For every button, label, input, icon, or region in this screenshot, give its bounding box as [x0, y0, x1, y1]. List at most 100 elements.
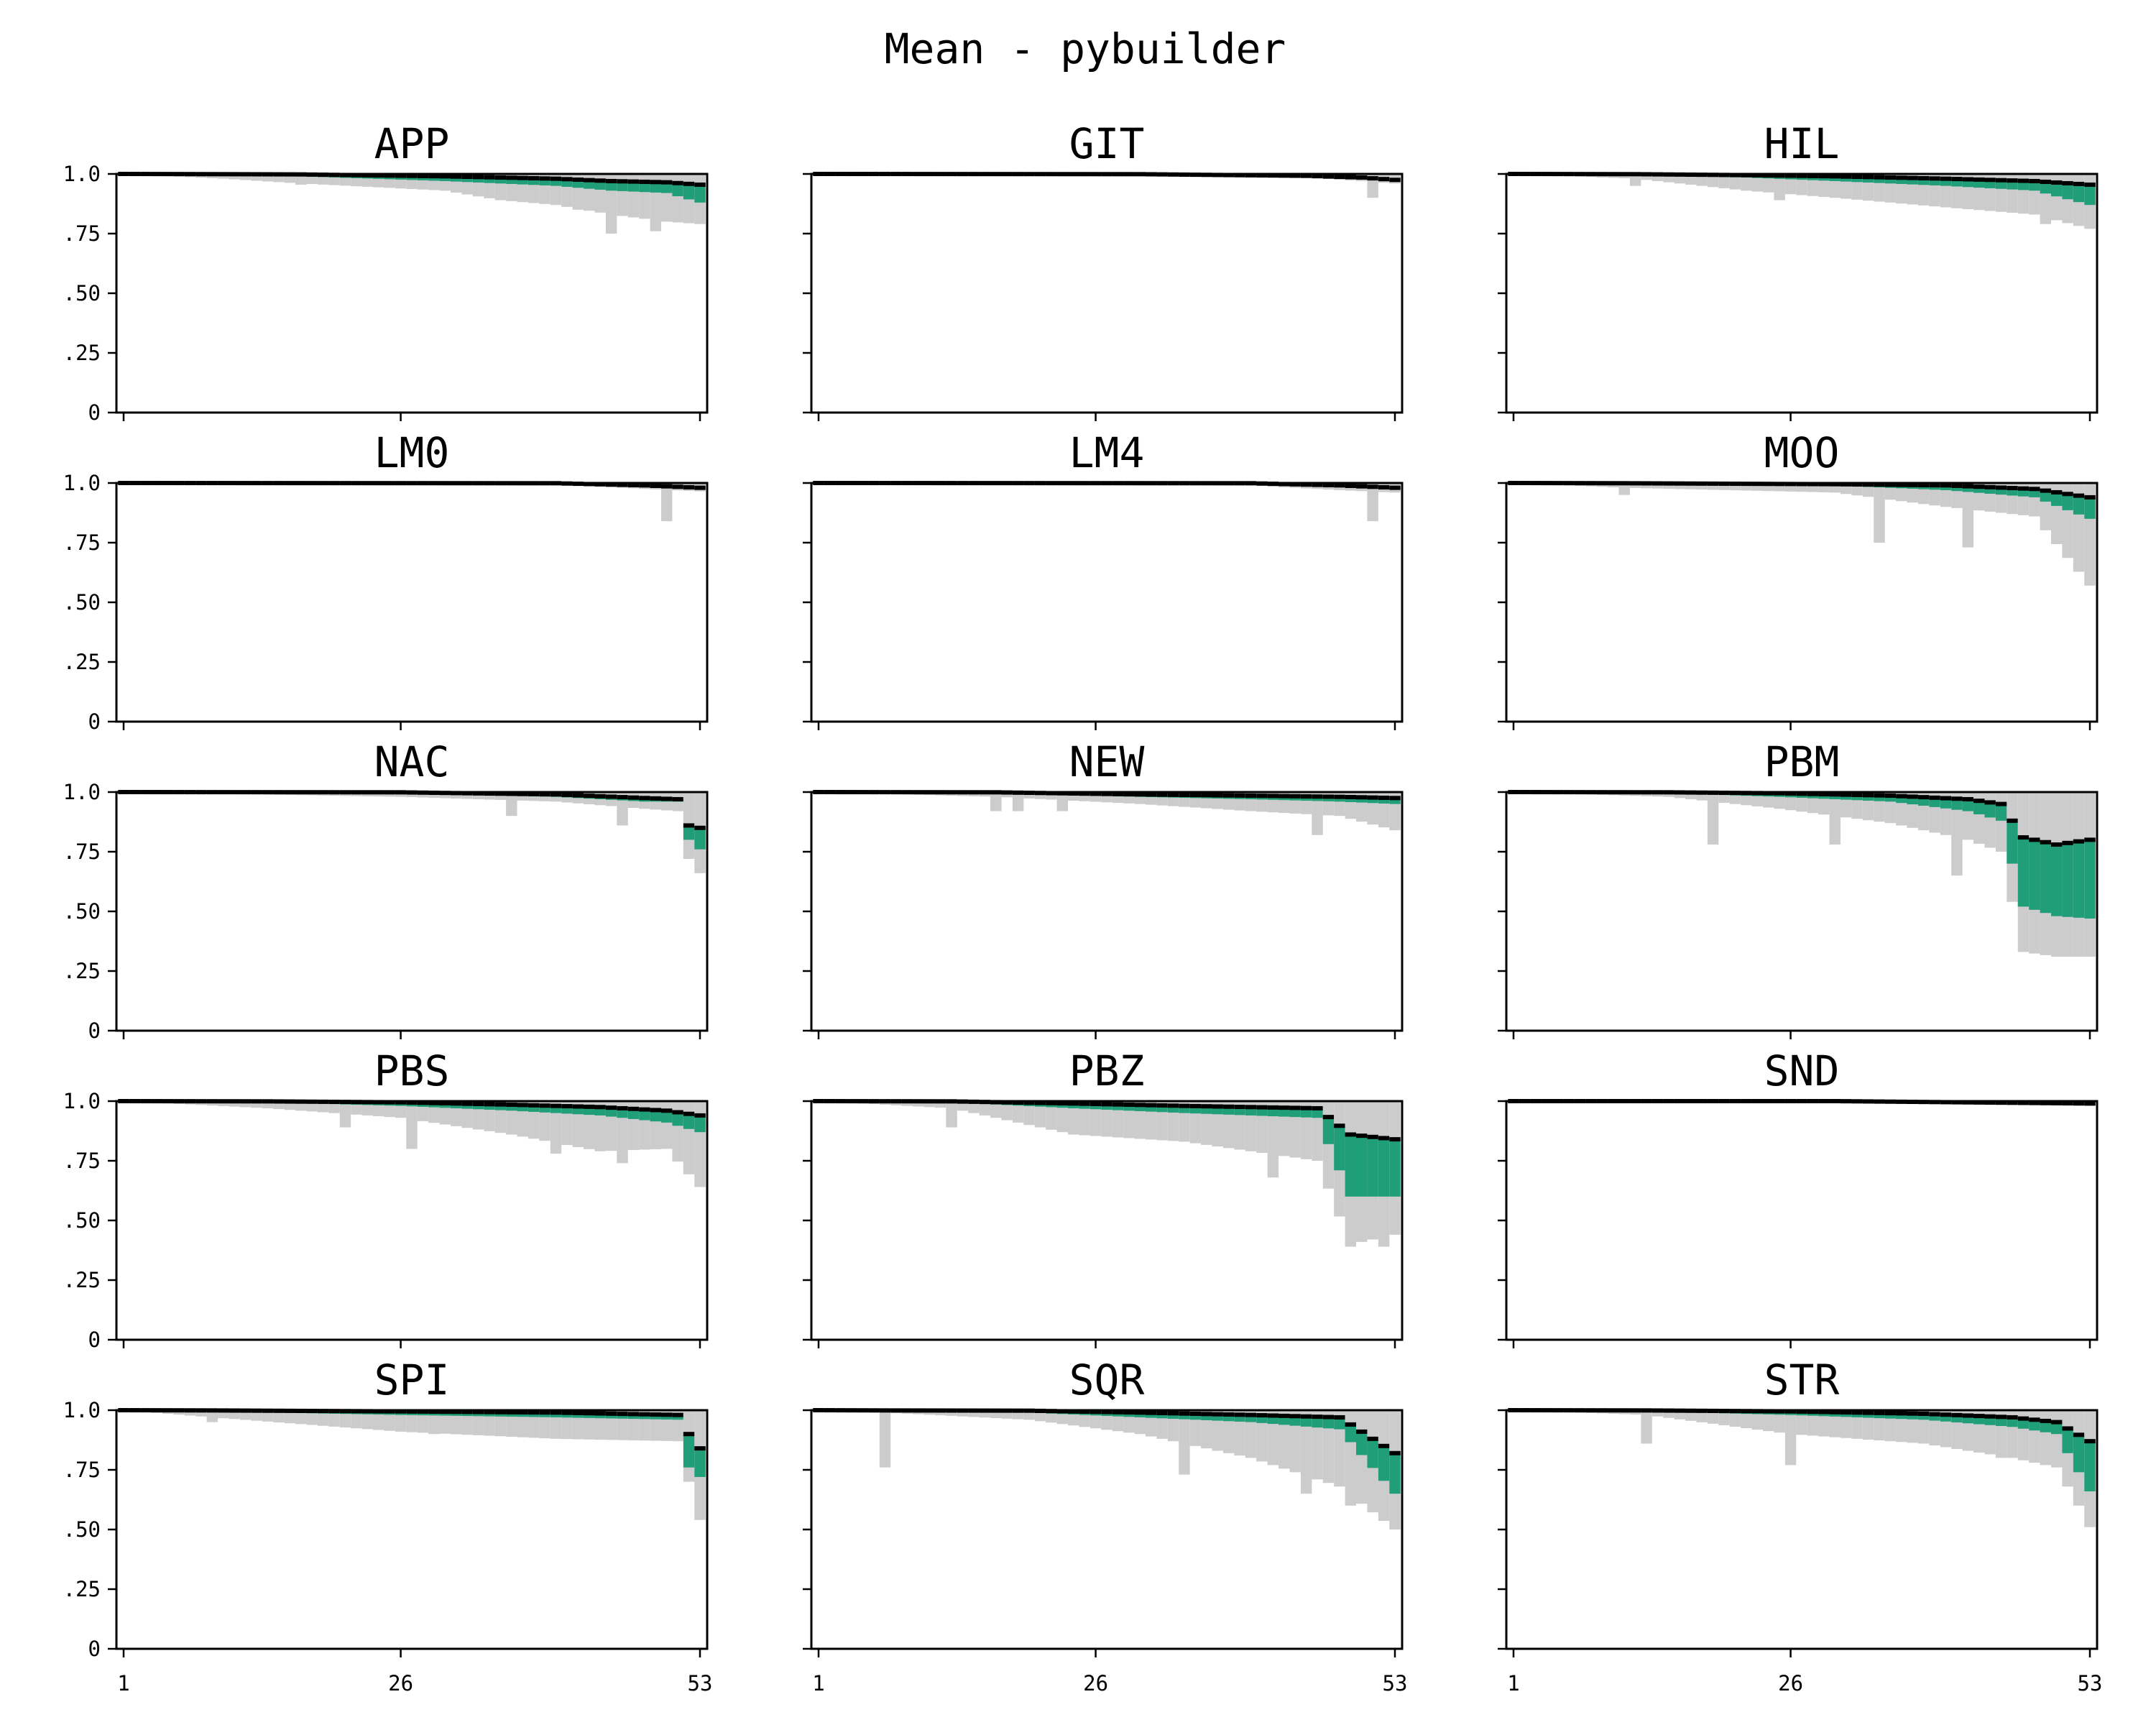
outer-band-bar — [1774, 483, 1785, 492]
mean-line-segment — [1123, 792, 1135, 797]
panel-title: SQR — [1069, 1356, 1145, 1404]
inner-band-bar — [661, 1110, 673, 1123]
inner-band-bar — [1973, 179, 1985, 188]
mean-line-segment — [1322, 1115, 1335, 1120]
mean-line-segment — [683, 181, 695, 186]
panel-lm0: LM0 0 .25 .50 .75 1.0 — [63, 428, 709, 734]
inner-band-bar — [2084, 497, 2096, 519]
mean-line-segment — [2062, 1101, 2073, 1106]
mean-line-segment — [1289, 482, 1301, 487]
outer-band-bar — [1729, 483, 1741, 491]
panel-pbz: PBZ — [803, 1046, 1404, 1348]
mean-line-segment — [1345, 483, 1357, 488]
mean-line-segment — [2084, 837, 2096, 842]
mean-line-segment — [694, 1113, 706, 1118]
mean-line-segment — [484, 1409, 495, 1414]
inner-band-bar — [1840, 794, 1852, 800]
mean-line-segment — [1300, 173, 1312, 178]
mean-line-segment — [1222, 1104, 1235, 1109]
inner-band-bar — [528, 178, 540, 185]
outer-band-bar — [1751, 483, 1764, 491]
inner-band-bar — [1167, 1105, 1179, 1113]
panel-pbs: PBS 0 .25 .50 .75 1.0 — [63, 1046, 709, 1352]
outer-band-bar — [1763, 174, 1774, 193]
inner-band-bar — [539, 178, 550, 185]
outer-band-bar — [517, 792, 528, 801]
inner-band-bar — [1322, 1117, 1335, 1144]
mean-line-segment — [1962, 1100, 1974, 1105]
mean-line-segment — [1763, 791, 1774, 796]
mean-line-segment — [1289, 1414, 1301, 1419]
outer-band-bar — [306, 1410, 318, 1425]
inner-band-bar — [2051, 492, 2063, 506]
inner-band-bar — [1134, 1412, 1146, 1417]
mean-line-segment — [1862, 1410, 1874, 1415]
outer-band-bar — [1774, 1410, 1785, 1433]
inner-band-bar — [1089, 1103, 1102, 1110]
mean-line-segment — [1034, 1100, 1046, 1105]
inner-band-bar — [2040, 1420, 2052, 1432]
mean-line-segment — [550, 792, 562, 797]
inner-band-bar — [1156, 1105, 1168, 1113]
mean-line-segment — [2040, 840, 2052, 845]
mean-line-segment — [639, 179, 650, 184]
inner-band-bar — [2029, 180, 2040, 191]
outer-band-bar — [1741, 174, 1752, 191]
inner-band-bar — [683, 1434, 695, 1468]
inner-band-bar — [1289, 1416, 1301, 1426]
mean-line-segment — [1322, 482, 1335, 487]
mean-line-segment — [672, 1110, 683, 1115]
panel-lm4: LM4 — [803, 428, 1404, 730]
inner-band-bar — [1068, 1103, 1079, 1108]
inner-band-bar — [1884, 177, 1897, 184]
outer-band-bar — [1101, 1101, 1112, 1137]
mean-line-segment — [2073, 181, 2085, 186]
inner-band-bar — [494, 177, 507, 184]
y-tick-label: .50 — [63, 1208, 101, 1233]
inner-band-bar — [450, 176, 462, 182]
mean-line-segment — [2073, 1432, 2085, 1438]
mean-line-segment — [1741, 172, 1752, 178]
outer-band-bar — [979, 1101, 991, 1116]
outer-band-bar — [550, 1101, 562, 1154]
outer-band-bar — [1674, 792, 1686, 799]
mean-line-segment — [1984, 800, 1996, 805]
outer-band-bar — [1641, 174, 1652, 180]
mean-line-segment — [1784, 1409, 1797, 1414]
mean-line-segment — [1929, 176, 1940, 181]
mean-line-segment — [594, 178, 606, 183]
inner-band-bar — [1917, 1413, 1930, 1420]
mean-line-segment — [1851, 1410, 1863, 1415]
outer-band-bar — [218, 1101, 229, 1106]
mean-line-segment — [1763, 173, 1774, 178]
outer-band-bar — [472, 1410, 484, 1435]
mean-line-segment — [1322, 1414, 1335, 1420]
outer-band-bar — [2051, 1410, 2063, 1468]
panel-title: NAC — [374, 737, 450, 786]
mean-line-segment — [517, 1409, 528, 1414]
outer-band-bar — [1951, 792, 1963, 876]
mean-line-segment — [1012, 1100, 1024, 1105]
inner-band-bar — [2007, 180, 2018, 190]
mean-line-segment — [1829, 1409, 1841, 1414]
mean-line-segment — [1378, 177, 1390, 182]
inner-band-bar — [1984, 180, 1996, 188]
mean-line-segment — [1389, 796, 1401, 801]
mean-line-segment — [1245, 1105, 1257, 1110]
mean-line-segment — [1840, 482, 1852, 487]
mean-line-segment — [1774, 173, 1785, 178]
outer-band-bar — [1001, 1101, 1013, 1121]
panel-app: APP 0 .25 .50 .75 1.0 — [63, 119, 709, 425]
inner-band-bar — [561, 1412, 573, 1418]
panel-title: STR — [1764, 1356, 1840, 1404]
outer-band-bar — [184, 1410, 196, 1416]
mean-line-segment — [517, 175, 528, 180]
inner-band-bar — [2040, 490, 2052, 502]
inner-band-bar — [528, 1412, 540, 1417]
mean-line-segment — [1167, 792, 1179, 797]
mean-line-segment — [461, 1101, 473, 1106]
mean-line-segment — [1145, 1103, 1157, 1108]
inner-band-bar — [1312, 1417, 1323, 1428]
inner-band-bar — [639, 1109, 650, 1121]
outer-band-bar — [206, 1410, 218, 1422]
